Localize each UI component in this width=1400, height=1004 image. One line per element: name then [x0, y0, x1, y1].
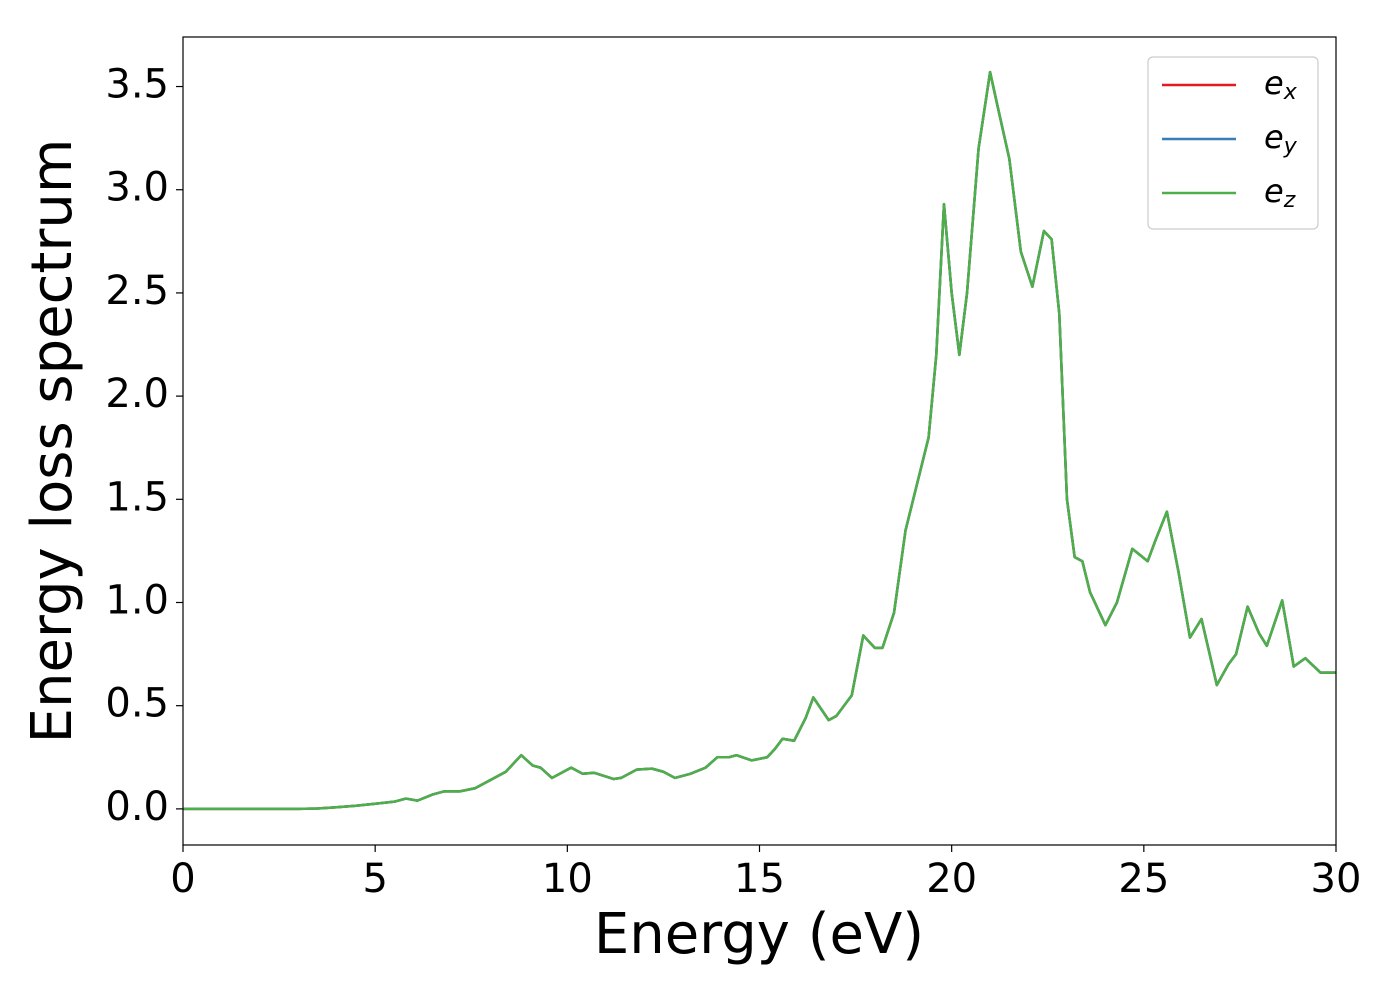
y-tick-label: 1.5	[105, 474, 169, 520]
line-series	[183, 70, 1336, 811]
x-tick-label: 10	[542, 856, 593, 902]
y-tick-label: 2.0	[105, 371, 169, 417]
x-tick-label: 0	[170, 856, 195, 902]
x-tick-label: 15	[734, 856, 785, 902]
y-tick-label: 0.5	[105, 681, 169, 727]
y-tick-label: 0.0	[105, 784, 169, 830]
y-tick-label: 1.0	[105, 577, 169, 623]
y-tick-label: 3.0	[105, 165, 169, 211]
x-tick-label: 25	[1118, 856, 1169, 902]
x-axis-label: Energy (eV)	[594, 902, 924, 967]
x-tick-label: 20	[926, 856, 977, 902]
x-tick-label: 30	[1311, 856, 1362, 902]
x-tick-label: 5	[362, 856, 387, 902]
y-tick-label: 2.5	[105, 268, 169, 314]
y-tick-label: 3.5	[105, 62, 169, 108]
plot-frame	[182, 36, 1337, 846]
legend-box	[1147, 56, 1319, 230]
legend-label: ey	[1264, 118, 1298, 159]
y-axis-label: Energy loss spectrum	[20, 139, 85, 744]
